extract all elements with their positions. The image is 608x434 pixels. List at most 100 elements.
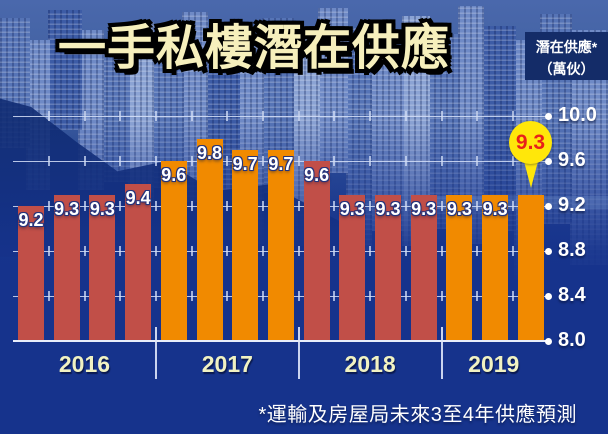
- gridline-stub: [154, 201, 157, 211]
- bar-2017-1: [160, 161, 187, 341]
- unit-box-line1: 潛在供應*: [535, 39, 598, 55]
- bar-value-2017-2: 9.8: [196, 142, 223, 163]
- gridline-stub: [262, 201, 265, 211]
- y-tick-dot-10.0: [545, 112, 552, 120]
- bar-2016-4: [125, 183, 152, 341]
- gridline-stub: [226, 111, 229, 121]
- gridline-stub: [47, 111, 50, 121]
- gridline-stub: [333, 291, 336, 301]
- y-tick-label-9.2: 9.2: [558, 194, 586, 216]
- gridline-stub: [333, 111, 336, 121]
- gridline-stub: [297, 201, 300, 211]
- gridline-stub: [119, 246, 122, 256]
- gridline-stub: [226, 201, 229, 211]
- x-axis-baseline: [13, 340, 546, 342]
- y-tick-dot-8.0: [545, 337, 552, 345]
- callout-balloon: 9.3: [509, 121, 552, 164]
- gridline-stub: [262, 111, 265, 121]
- y-tick-dot-9.2: [545, 202, 552, 210]
- y-tick-dot-9.6: [545, 157, 552, 165]
- y-tick-label-8.8: 8.8: [558, 239, 586, 261]
- gridline-stub: [119, 291, 122, 301]
- bar-2019-1: [446, 194, 473, 341]
- y-tick-dot-8.4: [545, 292, 552, 300]
- year-divider: [154, 327, 157, 379]
- gridline-stub: [83, 246, 86, 256]
- gridline-stub: [511, 246, 514, 256]
- gridline-stub: [511, 291, 514, 301]
- gridline-stub: [404, 201, 407, 211]
- bar-2016-3: [89, 194, 116, 341]
- gridline-stub: [119, 111, 122, 121]
- bar-2019-2: [482, 194, 509, 341]
- gridline-stub: [47, 156, 50, 166]
- gridline-stub: [190, 201, 193, 211]
- gridline-stub: [297, 111, 300, 121]
- gridline-stub: [119, 156, 122, 166]
- bar-value-2017-3: 9.7: [232, 153, 258, 174]
- gridline-stub: [404, 156, 407, 166]
- gridline-stub: [297, 156, 300, 166]
- bar-2017-2: [196, 138, 223, 341]
- gridline-stub: [404, 246, 407, 256]
- bar-value-2018-2: 9.3: [339, 198, 365, 219]
- year-label-2019: 2019: [468, 351, 520, 377]
- gridline-stub: [511, 201, 514, 211]
- gridline-stub: [83, 156, 86, 166]
- gridline-stub: [511, 111, 514, 121]
- gridline-stub: [369, 156, 372, 166]
- gridline-stub: [154, 156, 157, 166]
- bar-value-2016-1: 9.2: [18, 210, 44, 230]
- gridline-stub: [440, 111, 443, 121]
- y-tick-dot-8.8: [545, 247, 552, 255]
- gridline-10.0: [13, 115, 546, 117]
- callout-value: 9.3: [515, 130, 546, 154]
- bar-2019-3: [517, 194, 544, 341]
- gridline-stub: [511, 156, 514, 166]
- bar-value-2019-2: 9.3: [482, 198, 508, 219]
- gridline-stub: [440, 291, 443, 301]
- year-divider: [440, 327, 443, 379]
- gridline-stub: [119, 201, 122, 211]
- gridline-stub: [262, 246, 265, 256]
- gridline-stub: [297, 246, 300, 256]
- gridline-stub: [47, 291, 50, 301]
- gridline-stub: [226, 246, 229, 256]
- page-title: 一手私樓潛在供應: [58, 22, 451, 75]
- gridline-stub: [333, 246, 336, 256]
- gridline-stub: [476, 111, 479, 121]
- y-axis-unit-box: 潛在供應* （萬伙）: [525, 32, 608, 80]
- gridline-stub: [333, 156, 336, 166]
- gridline-stub: [476, 246, 479, 256]
- gridline-stub: [440, 201, 443, 211]
- bar-value-2018-3: 9.3: [375, 198, 401, 219]
- gridline-stub: [83, 201, 86, 211]
- gridline-stub: [369, 246, 372, 256]
- gridline-stub: [190, 246, 193, 256]
- gridline-stub: [226, 291, 229, 301]
- gridline-stub: [476, 156, 479, 166]
- year-label-2018: 2018: [344, 351, 396, 377]
- gridline-stub: [190, 111, 193, 121]
- bar-value-2017-4: 9.7: [268, 153, 294, 174]
- gridline-stub: [369, 111, 372, 121]
- gridline-stub: [404, 111, 407, 121]
- gridline-stub: [476, 291, 479, 301]
- gridline-stub: [297, 291, 300, 301]
- bar-2017-3: [232, 149, 259, 341]
- gridline-stub: [404, 291, 407, 301]
- bar-value-2017-1: 9.6: [161, 165, 187, 185]
- gridline-stub: [226, 156, 229, 166]
- year-label-2016: 2016: [58, 351, 111, 377]
- gridline-stub: [154, 246, 157, 256]
- y-tick-label-8.0: 8.0: [558, 329, 586, 351]
- bar-2018-3: [375, 194, 401, 341]
- bar-2016-1: [18, 206, 44, 341]
- bar-value-2016-2: 9.3: [54, 198, 80, 219]
- gridline-stub: [440, 246, 443, 256]
- y-tick-label-8.4: 8.4: [558, 284, 586, 306]
- bar-2018-4: [410, 194, 437, 341]
- bar-value-2018-1: 9.6: [304, 165, 330, 185]
- gridline-stub: [83, 291, 86, 301]
